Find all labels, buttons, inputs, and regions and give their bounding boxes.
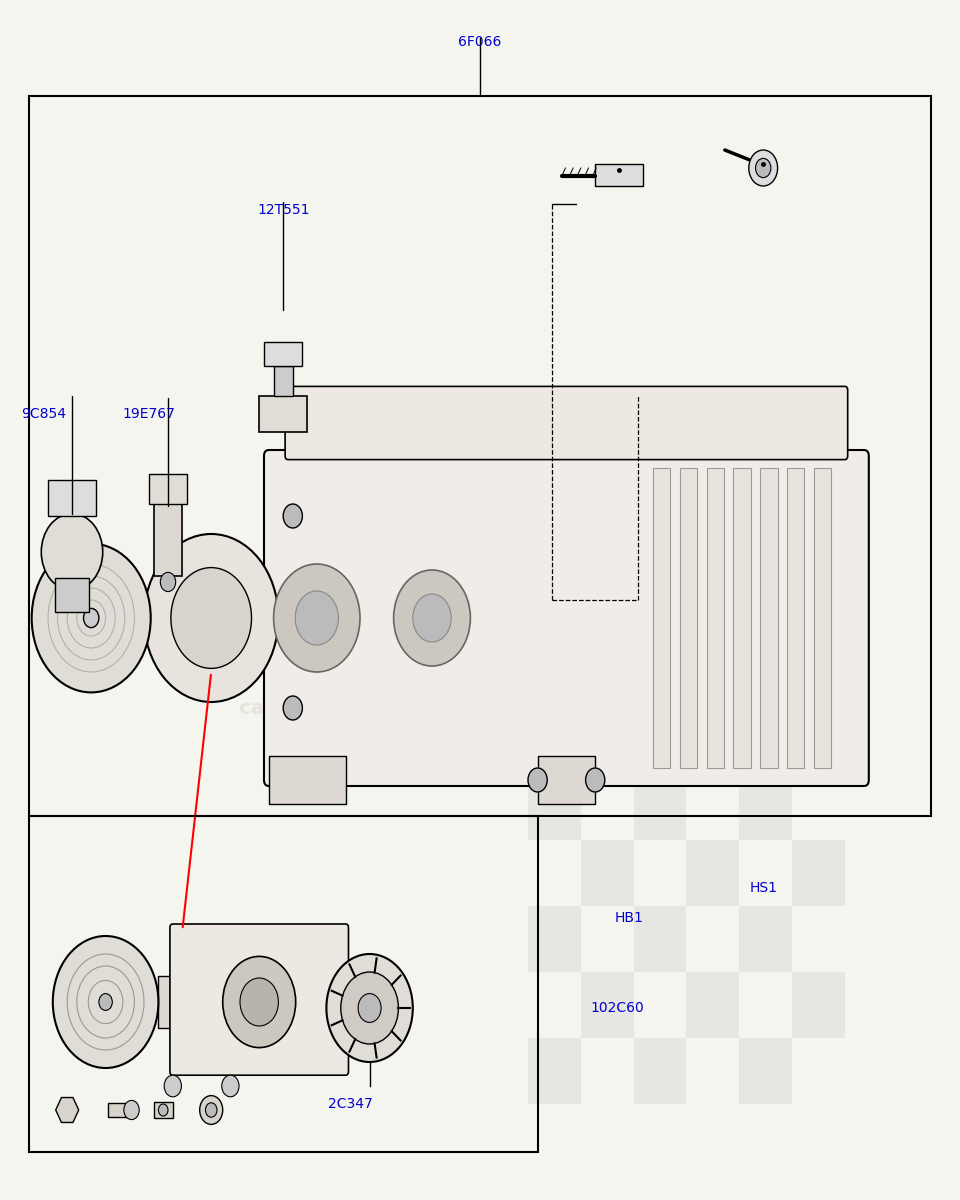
Bar (707, 468, 724, 768)
Bar (634, 1038, 686, 1104)
Circle shape (160, 572, 176, 592)
Text: 12T551: 12T551 (257, 203, 309, 217)
Circle shape (240, 978, 278, 1026)
Circle shape (394, 570, 470, 666)
Circle shape (99, 994, 112, 1010)
Bar (653, 468, 670, 768)
Bar (149, 474, 187, 504)
Bar (595, 164, 643, 186)
Bar (274, 366, 293, 396)
Bar (739, 906, 792, 972)
Circle shape (222, 1075, 239, 1097)
Bar (528, 906, 581, 972)
Polygon shape (56, 1098, 79, 1122)
Circle shape (223, 956, 296, 1048)
Circle shape (341, 972, 398, 1044)
Bar (528, 774, 581, 840)
Circle shape (53, 936, 158, 1068)
Text: 19E767: 19E767 (122, 407, 176, 421)
Bar (634, 774, 686, 840)
Bar (29, 816, 538, 1152)
Circle shape (205, 1103, 217, 1117)
Circle shape (528, 768, 547, 792)
Circle shape (171, 568, 252, 668)
Bar (269, 756, 346, 804)
Bar (48, 480, 96, 516)
FancyBboxPatch shape (264, 450, 869, 786)
Bar (686, 708, 739, 774)
Bar (792, 708, 845, 774)
Text: HB1: HB1 (614, 911, 643, 925)
Circle shape (41, 514, 103, 590)
Circle shape (274, 564, 360, 672)
Circle shape (32, 544, 151, 692)
Text: 102C60: 102C60 (590, 1001, 644, 1015)
Bar (264, 342, 302, 366)
Bar (55, 578, 89, 612)
Circle shape (326, 954, 413, 1062)
Text: 9C854: 9C854 (21, 407, 65, 421)
Bar (538, 756, 595, 804)
Text: 2C347: 2C347 (328, 1097, 372, 1111)
Bar (581, 708, 634, 774)
Circle shape (144, 534, 278, 702)
Bar (29, 96, 931, 816)
Bar (739, 774, 792, 840)
Bar (733, 468, 751, 768)
Bar (154, 504, 182, 576)
Bar (581, 840, 634, 906)
Text: car parts: car parts (239, 698, 337, 718)
Circle shape (586, 768, 605, 792)
Circle shape (164, 1075, 181, 1097)
Bar (739, 1038, 792, 1104)
FancyBboxPatch shape (170, 924, 348, 1075)
Circle shape (749, 150, 778, 186)
Circle shape (124, 1100, 139, 1120)
Circle shape (200, 1096, 223, 1124)
Bar (259, 396, 307, 432)
Text: HS1: HS1 (749, 881, 778, 895)
Text: 6F066: 6F066 (458, 35, 502, 49)
Circle shape (413, 594, 451, 642)
Bar (158, 976, 197, 1028)
Bar (686, 972, 739, 1038)
Circle shape (358, 994, 381, 1022)
Circle shape (158, 1104, 168, 1116)
Bar (680, 468, 697, 768)
Circle shape (283, 504, 302, 528)
Circle shape (296, 590, 339, 646)
FancyBboxPatch shape (285, 386, 848, 460)
Bar (792, 840, 845, 906)
Bar (151, 588, 202, 648)
Bar (760, 468, 778, 768)
Bar (154, 1102, 173, 1118)
Circle shape (283, 696, 302, 720)
Bar (814, 468, 831, 768)
Bar (686, 840, 739, 906)
Bar (634, 906, 686, 972)
Text: autodoc: autodoc (200, 617, 376, 655)
Bar (108, 1103, 132, 1117)
Circle shape (84, 608, 99, 628)
Bar (528, 1038, 581, 1104)
Bar (792, 972, 845, 1038)
Bar (581, 972, 634, 1038)
Circle shape (756, 158, 771, 178)
Bar (787, 468, 804, 768)
